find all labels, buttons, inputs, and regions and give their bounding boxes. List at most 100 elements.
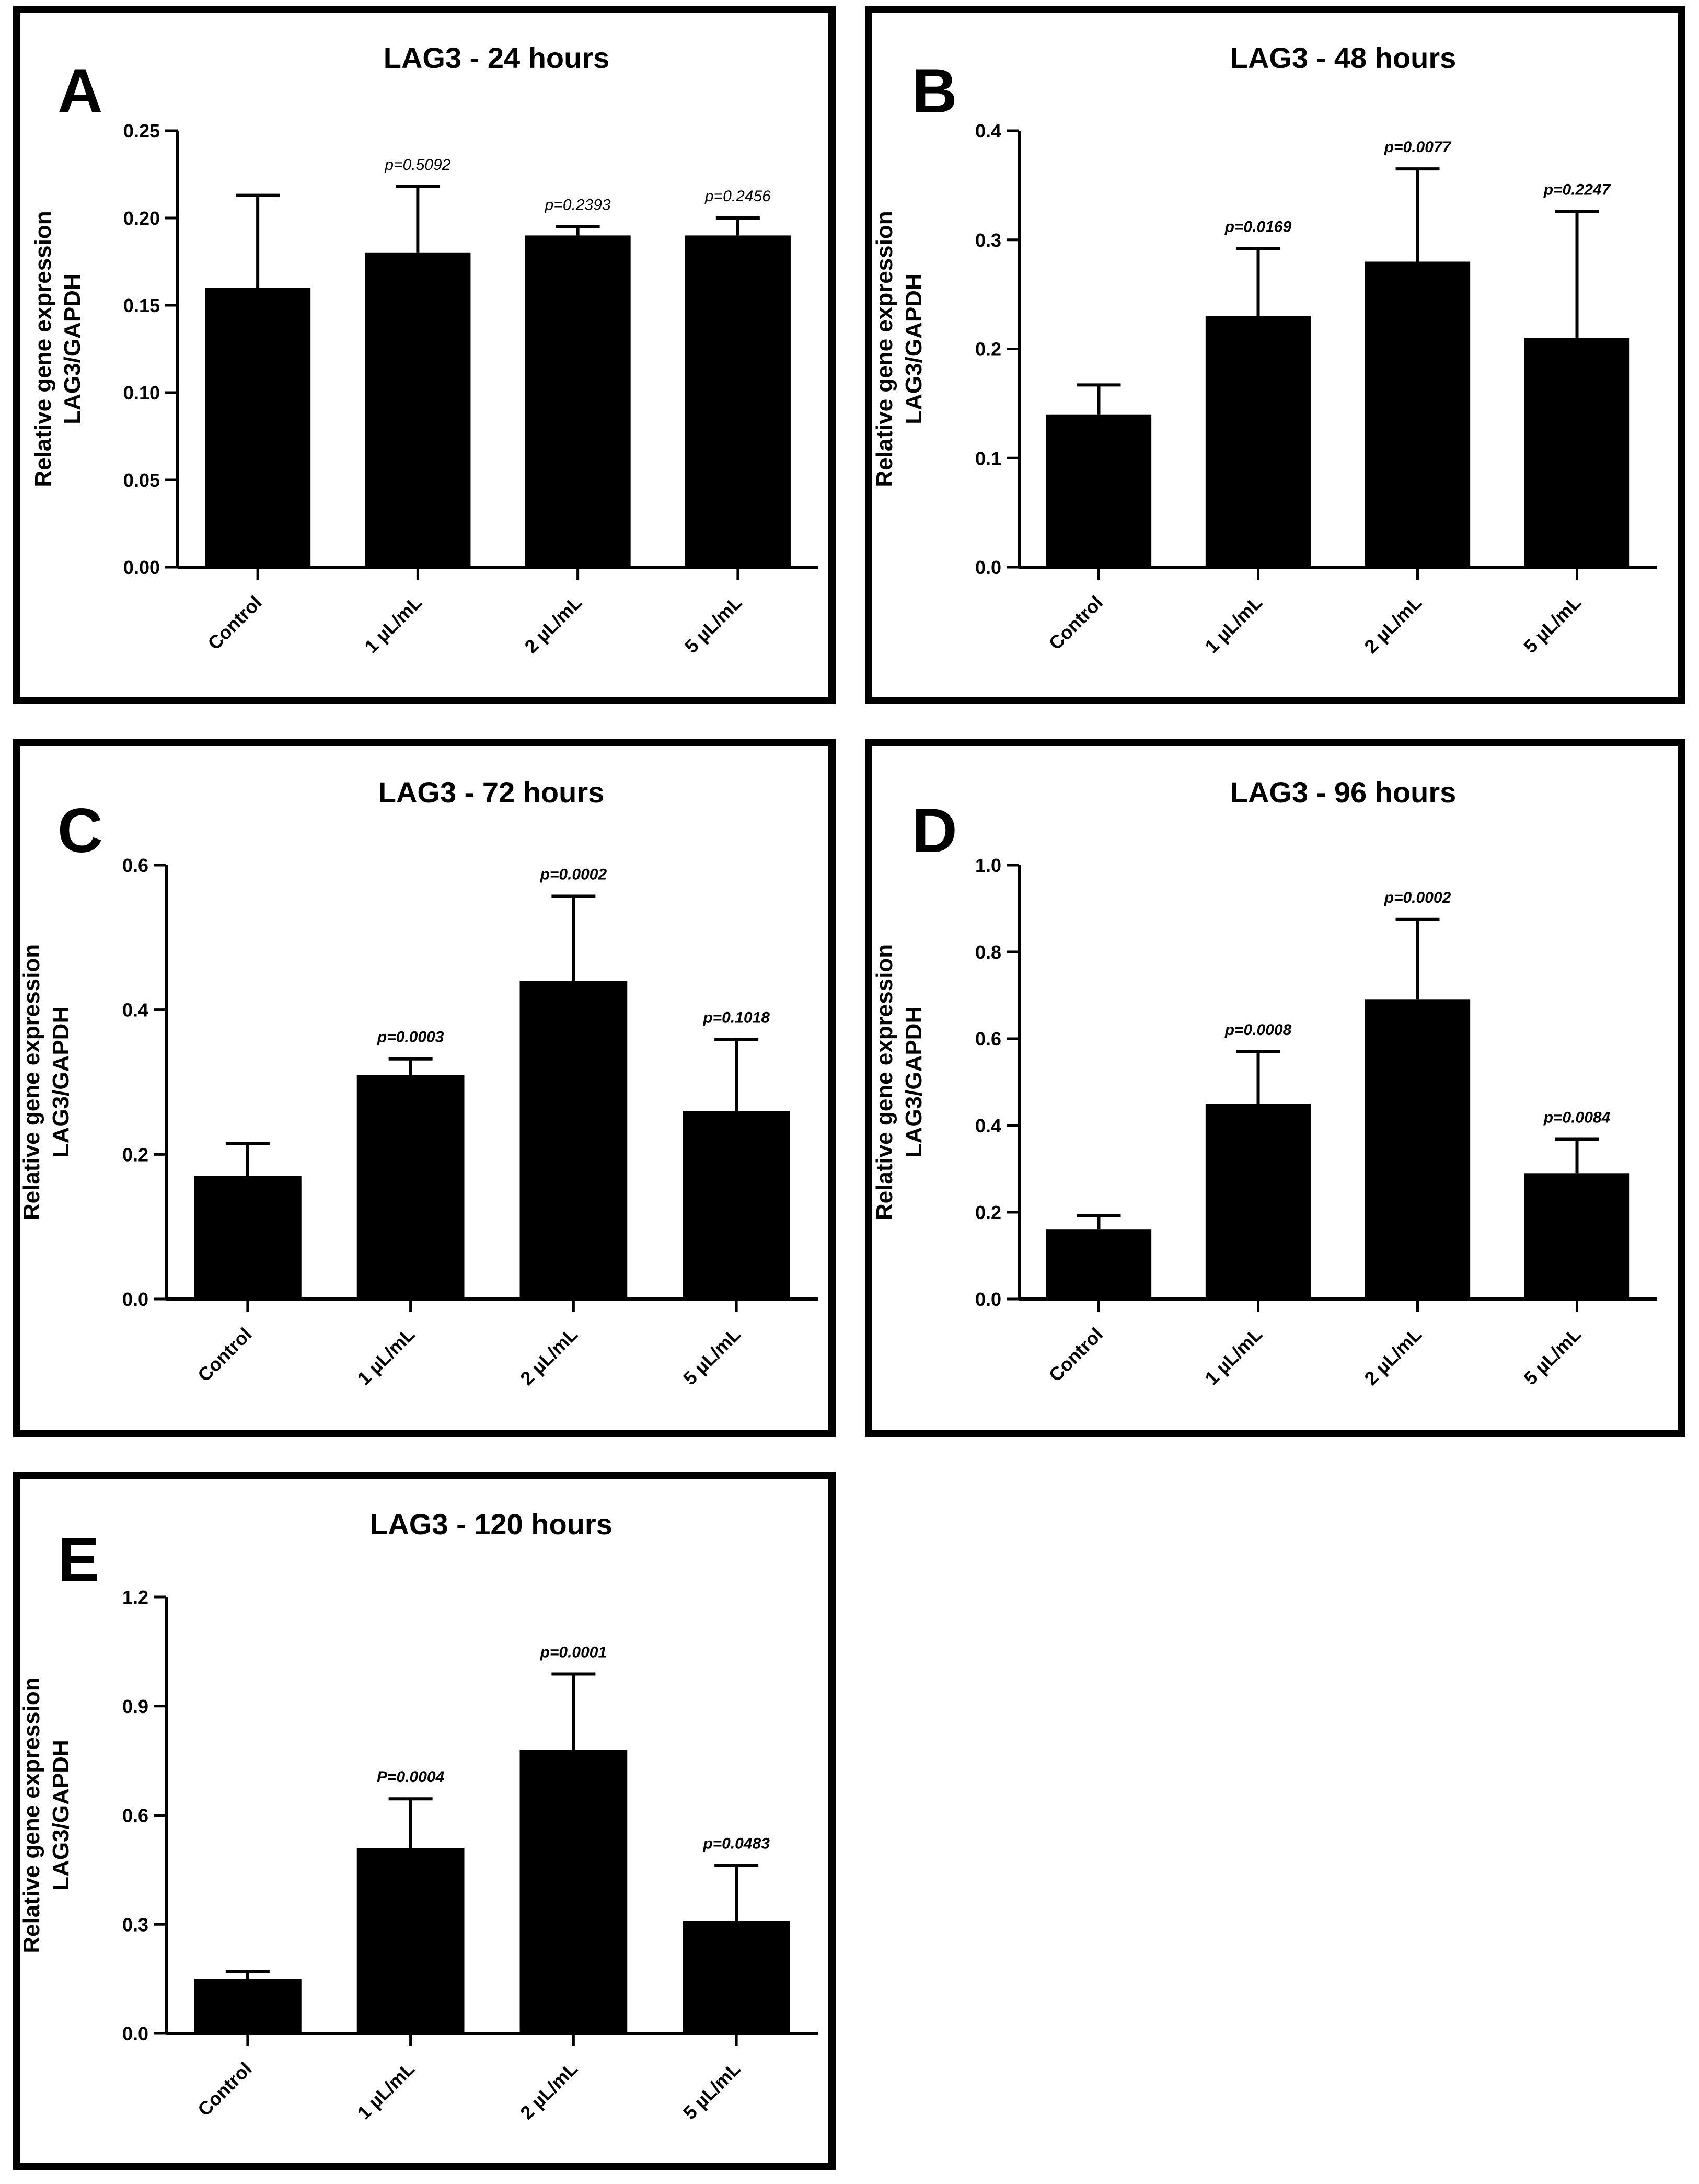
chart-title: LAG3 - 120 hours <box>370 1508 612 1541</box>
x-category-label: 5 µL/mL <box>1519 1324 1585 1389</box>
bar <box>356 1848 465 2033</box>
chart-title: LAG3 - 24 hours <box>384 41 610 74</box>
panel-letter: D <box>912 796 957 866</box>
panel-frame <box>13 739 836 1437</box>
p-value-label: p=0.0483 <box>702 1835 770 1853</box>
p-value-label: p=0.5092 <box>384 156 450 174</box>
bar <box>1046 414 1152 567</box>
chart-title: LAG3 - 48 hours <box>1230 41 1457 74</box>
p-value-label: p=0.2393 <box>545 197 611 214</box>
x-category-label: 5 µL/mL <box>679 1324 745 1389</box>
y-axis-label-units: LAG3/GAPDH <box>48 1740 74 1890</box>
p-value-label: p=0.2247 <box>1543 181 1611 198</box>
y-tick-label: 0.6 <box>122 1805 148 1826</box>
bar <box>683 1111 791 1299</box>
p-value-label: p=0.1018 <box>702 1009 770 1026</box>
p-value-label: p=0.0002 <box>540 866 607 883</box>
panel-letter: E <box>57 1525 99 1595</box>
x-category-label: 1 µL/mL <box>360 592 426 658</box>
y-tick-label: 0.3 <box>122 1914 148 1935</box>
y-axis-label: Relative gene expression <box>19 944 44 1220</box>
y-tick-label: 0.6 <box>122 855 148 876</box>
y-tick-label: 0.00 <box>123 557 160 578</box>
bar <box>525 235 631 567</box>
chart-panel-a: A LAG3 - 24 hours Relative gene expression… <box>13 6 836 704</box>
bar <box>519 981 628 1299</box>
x-category-label: Control <box>193 1324 256 1386</box>
chart-title: LAG3 - 96 hours <box>1230 776 1457 809</box>
y-axis-label-units: LAG3/GAPDH <box>60 273 85 424</box>
bar <box>1205 1104 1311 1299</box>
chart-panel-d: D LAG3 - 96 hours Relative gene expression… <box>865 739 1685 1437</box>
bar <box>1046 1229 1152 1299</box>
x-category-label: 2 µL/mL <box>521 592 586 658</box>
y-tick-label: 0.6 <box>975 1028 1001 1050</box>
bar <box>205 288 311 567</box>
x-category-label: 1 µL/mL <box>353 1324 419 1389</box>
p-value-label: p=0.0084 <box>1543 1109 1611 1127</box>
bar <box>356 1075 465 1299</box>
p-value-label: p=0.0001 <box>540 1644 607 1661</box>
p-value-label: p=0.0002 <box>1384 889 1451 906</box>
y-tick-label: 0.15 <box>123 295 160 316</box>
y-tick-label: 0.0 <box>975 1289 1001 1310</box>
y-axis-label: Relative gene expression <box>19 1677 44 1953</box>
panel-letter: B <box>912 56 957 126</box>
y-tick-label: 0.8 <box>975 941 1001 963</box>
p-value-label: p=0.0008 <box>1224 1021 1292 1039</box>
x-category-label: Control <box>193 2058 256 2120</box>
y-tick-label: 0.05 <box>123 469 160 491</box>
y-tick-label: 0.4 <box>975 1115 1001 1136</box>
chart-panel-e: E LAG3 - 120 hours Relative gene expressio… <box>13 1472 836 2170</box>
chart-panel-b: B LAG3 - 48 hours Relative gene expression… <box>865 6 1685 704</box>
panel-frame <box>13 6 836 704</box>
y-tick-label: 1.0 <box>975 855 1001 876</box>
chart-panel-c: C LAG3 - 72 hours Relative gene expression… <box>13 739 836 1437</box>
y-tick-label: 0.0 <box>122 1289 148 1310</box>
bar <box>1365 261 1471 567</box>
y-tick-label: 0.2 <box>975 339 1001 360</box>
y-axis-label-units: LAG3/GAPDH <box>48 1007 74 1157</box>
p-value-label: p=0.0003 <box>377 1029 444 1046</box>
panel-letter: A <box>57 56 103 126</box>
y-tick-label: 0.0 <box>975 557 1001 578</box>
bar <box>193 1979 302 2033</box>
panel-frame <box>865 739 1685 1437</box>
x-category-label: 2 µL/mL <box>516 1324 582 1389</box>
bar <box>1205 316 1311 567</box>
p-value-label: p=0.0077 <box>1384 139 1452 156</box>
y-tick-label: 0.10 <box>123 382 160 404</box>
x-category-label: 5 µL/mL <box>680 592 746 658</box>
x-category-label: Control <box>1045 592 1107 654</box>
y-axis-label-units: LAG3/GAPDH <box>901 273 927 424</box>
p-value-label: P=0.0004 <box>377 1768 445 1786</box>
y-tick-label: 0.0 <box>122 2023 148 2044</box>
x-category-label: 5 µL/mL <box>1519 592 1585 658</box>
bar <box>1524 338 1630 567</box>
y-tick-label: 0.20 <box>123 208 160 229</box>
x-category-label: Control <box>1045 1324 1107 1386</box>
bar <box>683 1921 791 2033</box>
bar <box>519 1750 628 2033</box>
y-axis-label: Relative gene expression <box>30 211 56 487</box>
x-category-label: 1 µL/mL <box>1200 592 1266 658</box>
bar <box>193 1176 302 1299</box>
y-axis-label: Relative gene expression <box>872 211 897 487</box>
y-tick-label: 0.2 <box>975 1202 1001 1223</box>
y-tick-label: 0.3 <box>975 229 1001 251</box>
bar <box>365 252 471 567</box>
x-category-label: 2 µL/mL <box>1360 1324 1426 1389</box>
panel-frame <box>865 6 1685 704</box>
bar <box>1524 1173 1630 1299</box>
x-category-label: 2 µL/mL <box>516 2058 582 2124</box>
p-value-label: p=0.2456 <box>704 188 771 205</box>
x-category-label: 2 µL/mL <box>1360 592 1426 658</box>
y-tick-label: 1.2 <box>122 1587 148 1608</box>
y-tick-label: 0.25 <box>123 120 160 142</box>
x-category-label: 1 µL/mL <box>1200 1324 1266 1389</box>
y-tick-label: 0.9 <box>122 1696 148 1717</box>
x-category-label: Control <box>203 592 265 654</box>
x-category-label: 1 µL/mL <box>353 2058 419 2124</box>
y-tick-label: 0.2 <box>122 1144 148 1165</box>
